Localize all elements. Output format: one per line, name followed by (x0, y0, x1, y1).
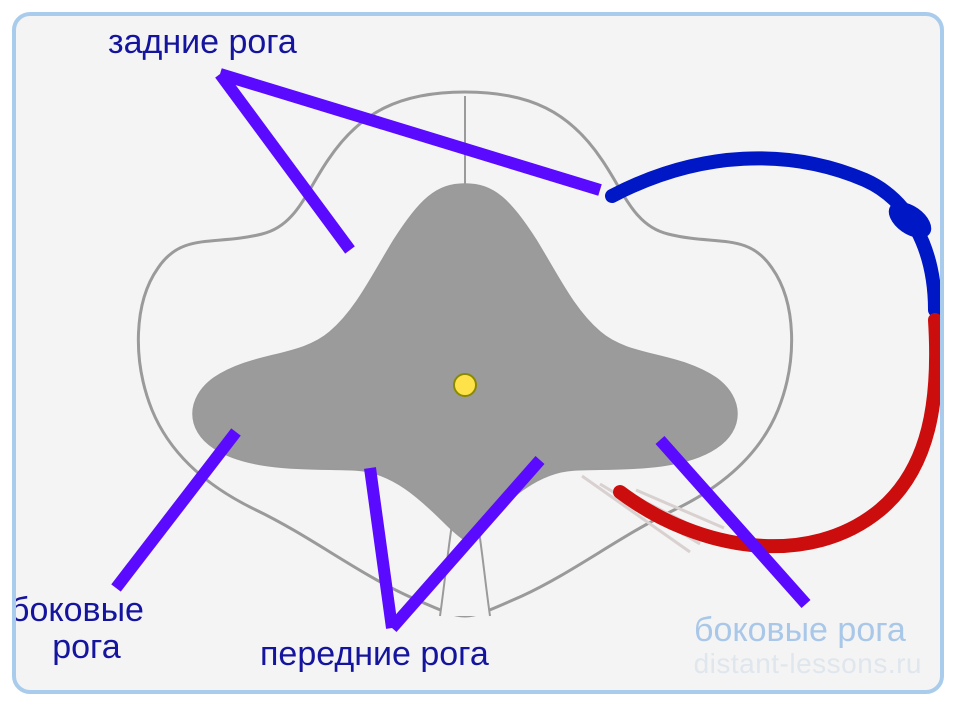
spinal-cord-diagram (16, 16, 944, 694)
label-anterior-horns: передние рога (260, 636, 489, 673)
diagram-frame: задние рога боковые рога передние рога б… (12, 12, 944, 694)
pointer-lateral-horn-left (116, 432, 236, 588)
central-canal (454, 374, 476, 396)
label-lateral-horns-left: боковые рога (12, 592, 144, 667)
label-posterior-horns: задние рога (108, 24, 297, 61)
watermark-text: distant-lessons.ru (694, 648, 922, 680)
label-lateral-horns-right: боковые рога (694, 612, 906, 649)
